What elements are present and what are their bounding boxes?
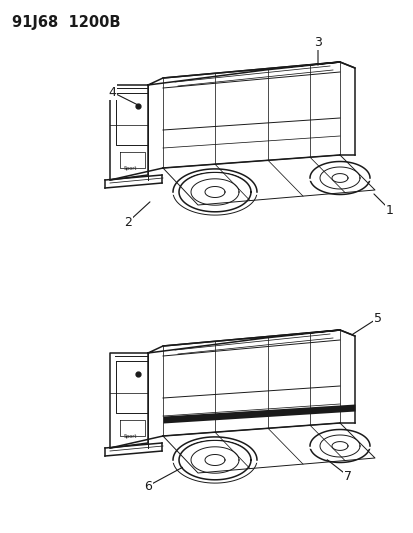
Text: 1: 1: [385, 204, 393, 216]
Text: Sport: Sport: [123, 434, 136, 439]
Text: Sport: Sport: [123, 166, 136, 171]
Text: 7: 7: [343, 470, 351, 482]
Text: 4: 4: [108, 85, 116, 99]
Text: 2: 2: [124, 215, 132, 229]
Text: 6: 6: [144, 480, 152, 492]
Text: 91J68  1200B: 91J68 1200B: [12, 15, 120, 30]
Text: 5: 5: [373, 311, 381, 325]
Text: 3: 3: [313, 36, 321, 49]
